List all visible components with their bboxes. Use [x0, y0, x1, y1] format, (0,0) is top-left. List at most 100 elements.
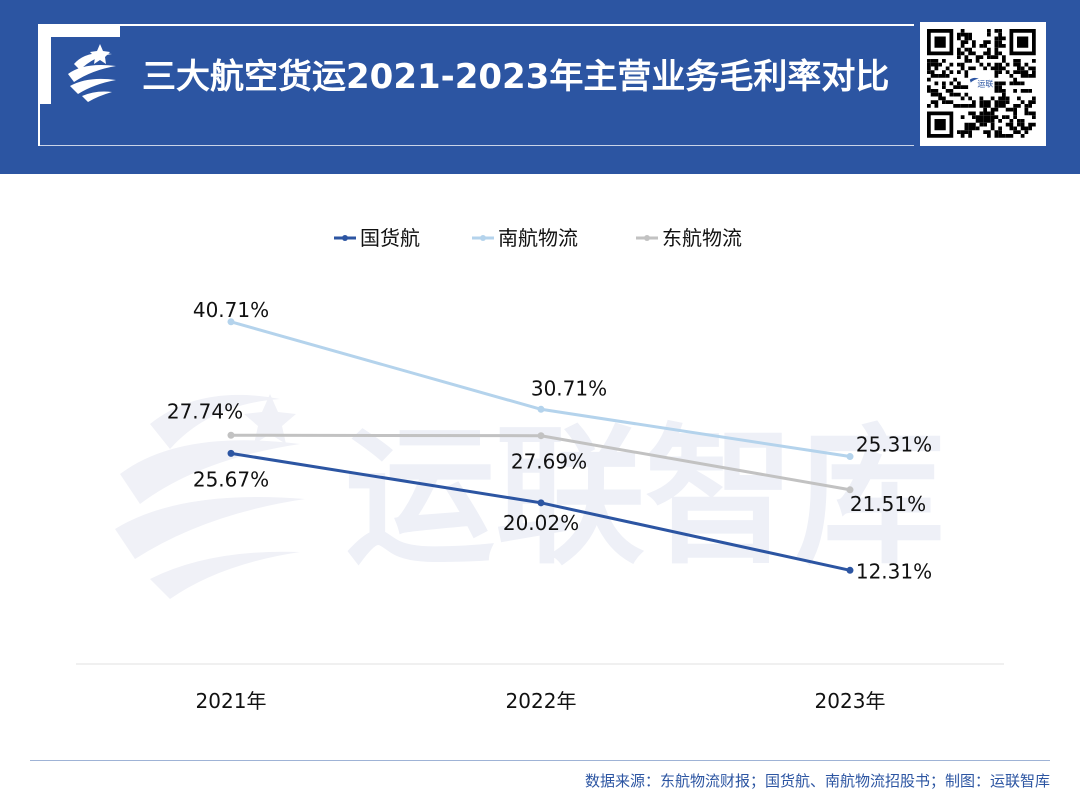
qr-module	[1028, 104, 1032, 108]
data-label: 27.69%	[511, 450, 587, 474]
qr-module	[1005, 96, 1010, 101]
qr-module	[987, 115, 991, 119]
qr-module	[1020, 66, 1025, 71]
qr-module	[979, 122, 984, 127]
qr-module	[934, 59, 939, 63]
qr-module	[1005, 115, 1010, 119]
qr-module	[1020, 81, 1025, 86]
qr-module	[960, 51, 965, 56]
x-tick-label: 2022年	[506, 689, 577, 713]
data-label: 27.74%	[167, 399, 243, 423]
data-point	[227, 449, 235, 457]
qr-module	[998, 29, 1002, 33]
qr-module	[1028, 74, 1032, 78]
qr-module	[998, 96, 1002, 101]
qr-module	[983, 119, 987, 123]
qr-module	[983, 122, 987, 127]
legend-item[interactable]: 东航物流	[636, 226, 742, 250]
qr-module	[1002, 89, 1006, 93]
qr-code-icon[interactable]: 运联	[920, 22, 1046, 146]
qr-module	[945, 89, 950, 93]
qr-module	[1002, 36, 1006, 41]
qr-module	[998, 44, 1002, 48]
qr-module	[1009, 74, 1014, 78]
qr-module	[983, 66, 987, 71]
qr-module	[942, 96, 946, 101]
source-note: 数据来源：东航物流财报；国货航、南航物流招股书；制图：运联智库	[584, 772, 1050, 790]
qr-module	[968, 51, 972, 56]
qr-module	[979, 104, 984, 108]
qr-module	[983, 107, 987, 112]
qr-module	[945, 66, 950, 71]
qr-module	[964, 70, 969, 74]
qr-center	[968, 70, 995, 97]
qr-module	[1009, 119, 1014, 123]
series-points	[227, 318, 854, 574]
qr-module	[1032, 70, 1036, 74]
qr-module	[927, 77, 931, 82]
qr-module	[964, 92, 969, 97]
qr-module	[1013, 111, 1017, 116]
qr-module	[934, 81, 939, 86]
qr-module	[930, 89, 935, 93]
qr-module	[998, 81, 1002, 86]
qr-module	[1020, 126, 1025, 131]
header-banner: 三大航空货运2021-2023年主营业务毛利率对比 运联	[0, 0, 1080, 174]
qr-module	[960, 115, 965, 119]
qr-module	[972, 122, 976, 127]
qr-module	[938, 62, 942, 67]
qr-module	[983, 51, 987, 56]
qr-module	[934, 104, 939, 108]
qr-module	[968, 32, 972, 37]
qr-module	[994, 107, 999, 112]
qr-module	[994, 130, 999, 134]
x-tick-label: 2021年	[196, 689, 267, 713]
qr-module	[987, 29, 991, 33]
qr-module	[1020, 70, 1025, 74]
qr-module	[1013, 77, 1017, 82]
qr-module	[998, 51, 1002, 56]
qr-module	[1024, 74, 1029, 78]
qr-module	[983, 44, 987, 48]
qr-module	[964, 36, 969, 41]
qr-module	[998, 32, 1002, 37]
x-tick-label: 2023年	[815, 689, 886, 713]
qr-module	[983, 115, 987, 119]
qr-module	[987, 62, 991, 67]
qr-module	[957, 70, 961, 74]
data-point	[846, 566, 854, 574]
qr-module	[979, 100, 984, 104]
qr-module	[994, 47, 999, 52]
qr-module	[983, 111, 987, 116]
qr-module	[1005, 122, 1010, 127]
qr-module	[990, 107, 995, 112]
qr-module	[964, 126, 969, 131]
corner-bracket-horizontal	[38, 24, 120, 37]
data-point	[227, 318, 235, 326]
qr-module	[998, 70, 1002, 74]
qr-module	[1028, 66, 1032, 71]
qr-module	[987, 32, 991, 37]
qr-module	[975, 126, 980, 131]
qr-module	[930, 70, 935, 74]
qr-module	[930, 74, 935, 78]
watermark: 运联智库	[115, 394, 945, 599]
qr-module	[1017, 130, 1021, 134]
qr-module	[1028, 89, 1032, 93]
qr-module	[994, 85, 999, 89]
data-point	[227, 431, 235, 439]
legend-label: 国货航	[360, 226, 420, 250]
legend-item[interactable]: 国货航	[334, 226, 420, 250]
qr-module	[927, 70, 931, 74]
qr-module	[987, 47, 991, 52]
qr-module	[979, 55, 984, 59]
qr-module	[953, 85, 957, 89]
footer-divider	[30, 760, 1050, 761]
qr-module	[1009, 107, 1014, 112]
qr-module	[964, 32, 969, 37]
qr-module	[987, 134, 991, 138]
legend-item[interactable]: 南航物流	[472, 226, 578, 250]
qr-module	[960, 29, 965, 33]
qr-module	[1020, 119, 1025, 123]
data-point	[846, 486, 854, 494]
